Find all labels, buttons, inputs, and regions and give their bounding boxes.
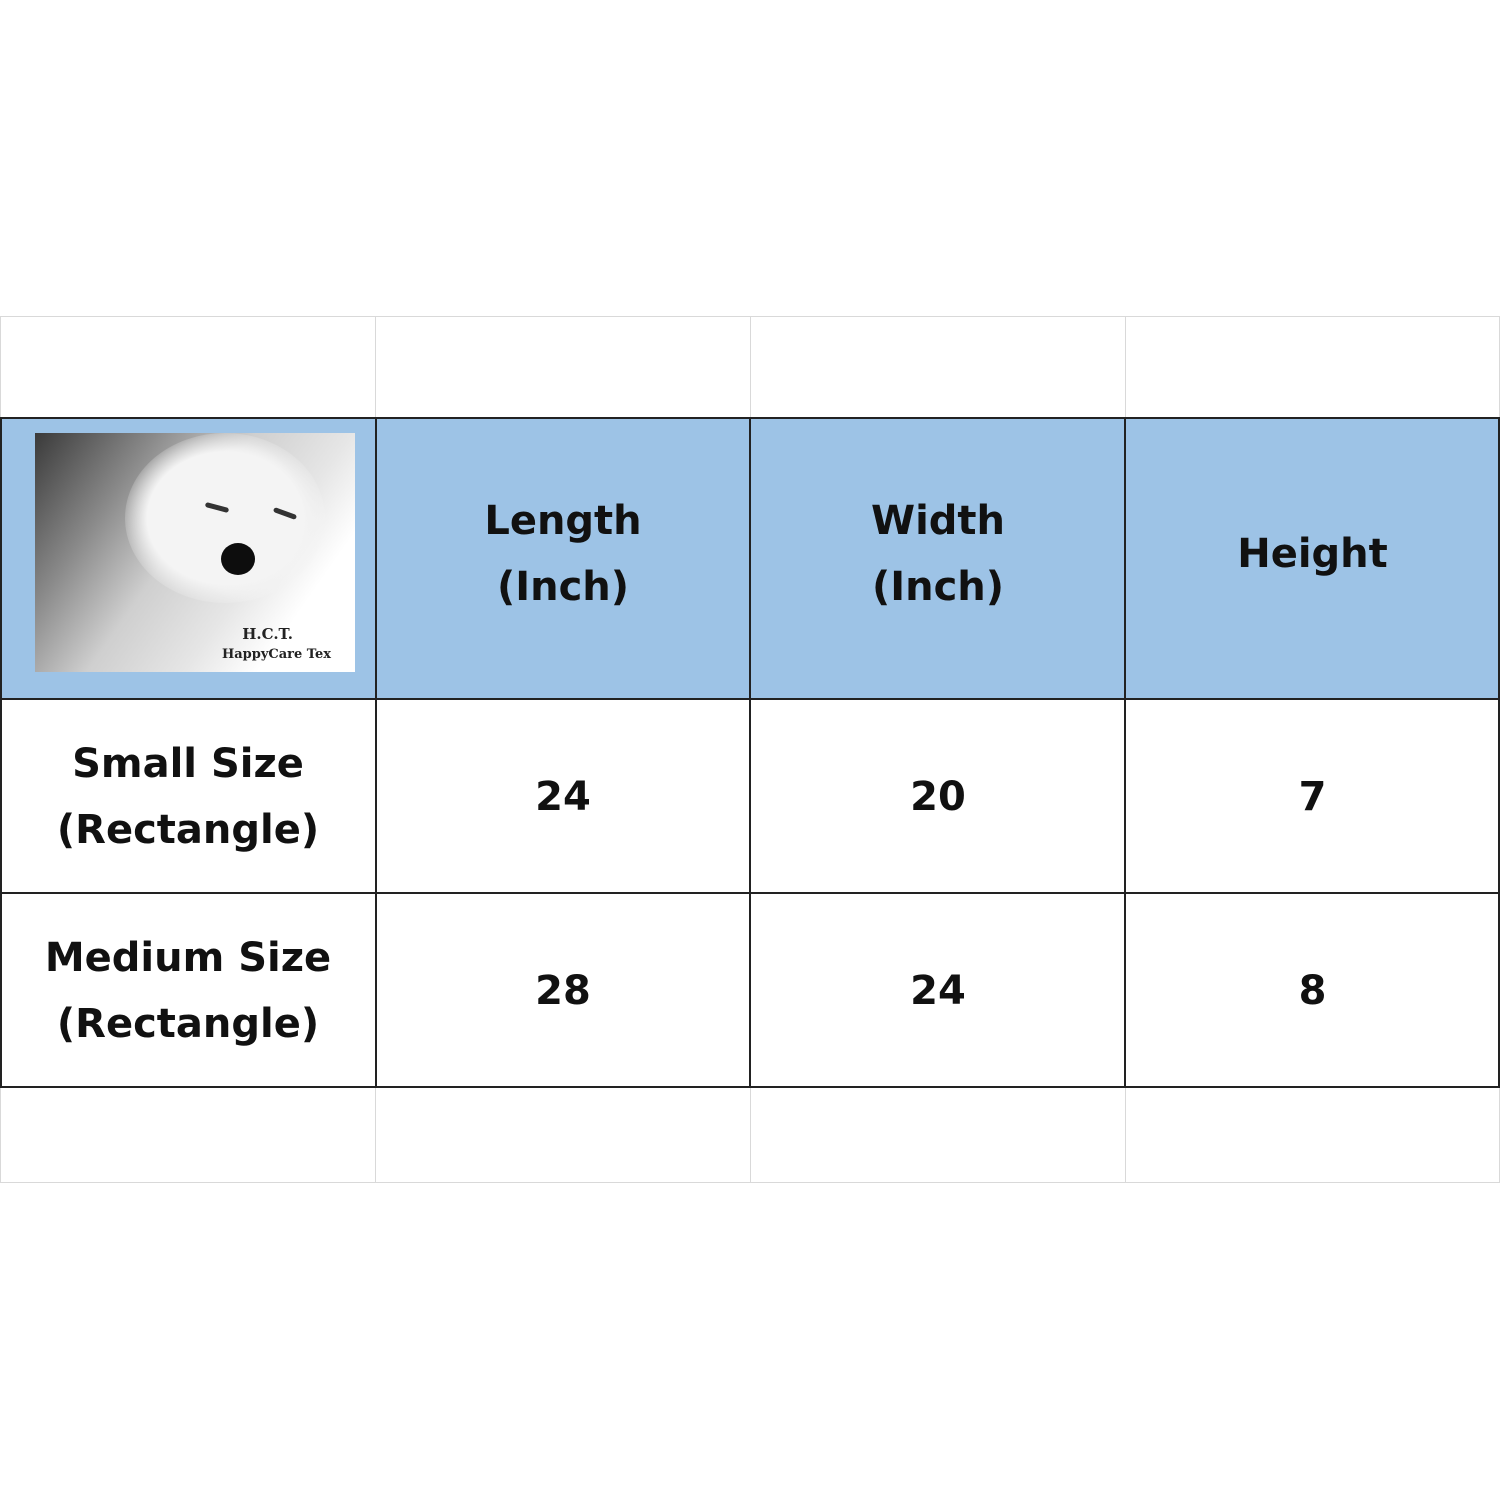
header-width-line1: Width [870,498,1006,544]
cell-medium-height: 8 [1298,967,1327,1014]
header-length-line2: (Inch) [496,564,630,610]
table-border [1498,417,1500,1088]
empty-cell [750,316,1126,419]
empty-cell [750,1086,1126,1183]
logo-line1: H.C.T. [242,625,293,643]
header-length: Length (Inch) [375,418,751,700]
row-label-medium: Medium Size (Rectangle) [0,893,376,1088]
table-border [375,417,377,1088]
row-label-line2: (Rectangle) [56,806,320,853]
row-label-small: Small Size (Rectangle) [0,699,376,894]
row-label-line2: (Rectangle) [56,1000,320,1047]
dog-nose [221,543,255,575]
row-label-line1: Small Size [72,740,304,787]
header-length-line1: Length [484,498,642,544]
table-border [0,417,2,1088]
empty-cell [1125,1086,1500,1183]
empty-cell [0,316,376,419]
empty-cell [1125,316,1500,419]
header-width: Width (Inch) [750,418,1126,700]
table-border [749,417,751,1088]
logo-line2: HappyCare Tex [221,647,331,662]
cell-small-width: 20 [910,773,966,820]
row-label-line1: Medium Size [44,934,332,981]
logo-photo: H.C.T. HappyCare Tex [35,433,355,672]
header-height-line1: Height [1237,531,1388,577]
header-width-line2: (Inch) [871,564,1005,610]
empty-cell [0,1086,376,1183]
table-border [1124,417,1126,1088]
empty-cell [375,1086,751,1183]
cell-small-length: 24 [535,773,591,820]
empty-cell [375,316,751,419]
header-height: Height [1125,418,1500,700]
cell-medium-width: 24 [910,967,966,1014]
cell-medium-length: 28 [535,967,591,1014]
cell-small-height: 7 [1298,773,1327,820]
